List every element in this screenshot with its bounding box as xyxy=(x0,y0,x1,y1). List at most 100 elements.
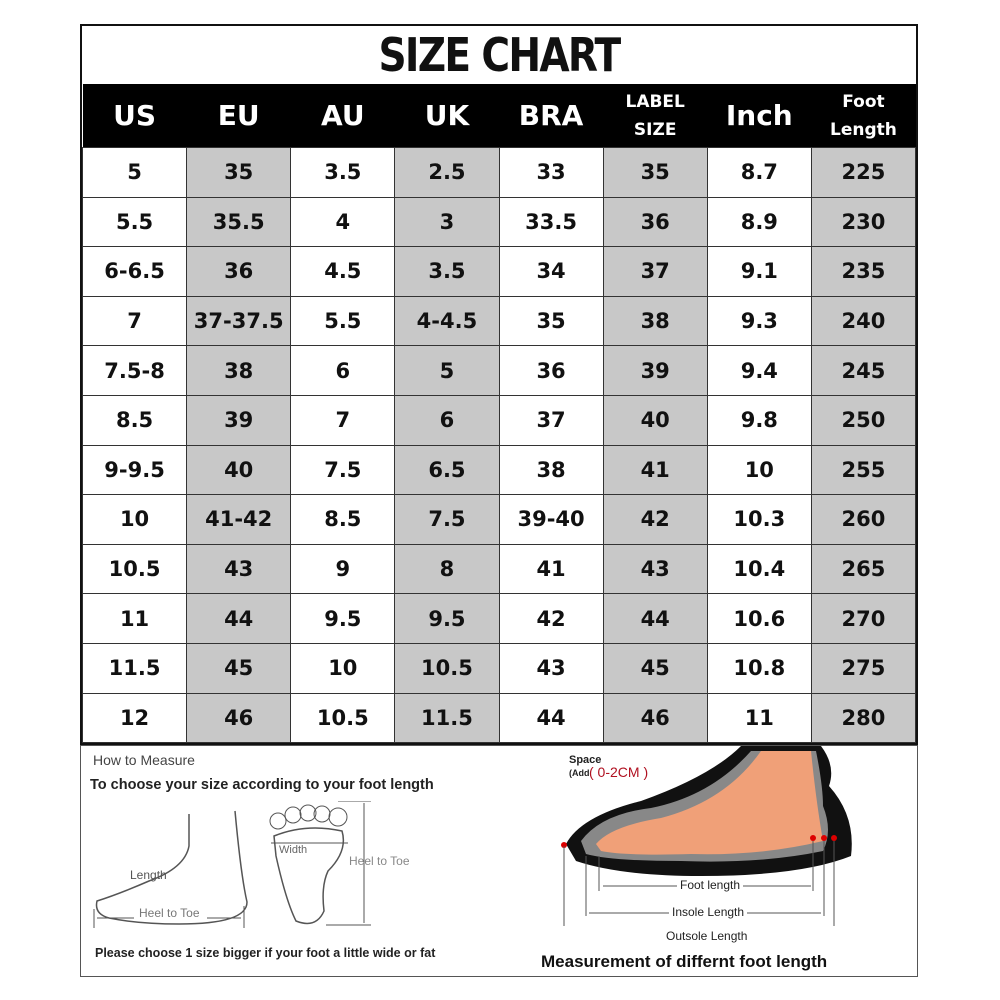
table-cell: 8 xyxy=(394,543,500,595)
column-header-line: Length xyxy=(830,119,897,140)
length-label: Length xyxy=(130,868,167,882)
table-cell: 6 xyxy=(290,345,396,396)
table-row: 11 44 9.5 9.5 42 44 10.6 270 xyxy=(81,593,917,644)
table-cell: 44 xyxy=(498,692,604,744)
table-cell: 225 xyxy=(810,147,917,198)
table-cell: 43 xyxy=(602,543,708,595)
table-cell: 10.5 xyxy=(394,642,500,694)
table-cell: 11.5 xyxy=(394,692,500,744)
table-cell: 8.7 xyxy=(706,147,812,198)
table-cell: 33.5 xyxy=(498,196,604,248)
table-cell: 41 xyxy=(602,444,708,496)
table-cell: 235 xyxy=(810,246,917,297)
table-cell: 275 xyxy=(810,642,917,694)
table-cell: 9.8 xyxy=(706,394,812,446)
table-cell: 41 xyxy=(498,543,604,595)
table-cell: 6.5 xyxy=(394,444,500,496)
size-note: Please choose 1 size bigger if your foot… xyxy=(95,946,436,960)
heel-to-toe-label-2: Heel to Toe xyxy=(349,854,410,868)
table-cell: 10 xyxy=(290,642,396,694)
table-cell: 3 xyxy=(394,196,500,248)
table-cell: 270 xyxy=(810,593,917,644)
table-cell: 40 xyxy=(186,444,292,496)
table-cell: 5.5 xyxy=(290,295,396,347)
sole-foot-illustration xyxy=(269,801,371,926)
table-cell: 6-6.5 xyxy=(81,246,188,297)
table-cell: 43 xyxy=(498,642,604,694)
table-cell: 37 xyxy=(602,246,708,297)
outsole-length-label: Outsole Length xyxy=(663,929,751,943)
table-cell: 38 xyxy=(498,444,604,496)
column-header: BRA xyxy=(499,84,604,148)
chart-title: SIZE CHART xyxy=(378,28,621,82)
table-cell: 5 xyxy=(81,147,188,198)
table-cell: 255 xyxy=(810,444,917,496)
table-cell: 7.5 xyxy=(394,494,500,545)
table-cell: 45 xyxy=(186,642,292,694)
table-cell: 250 xyxy=(810,394,917,446)
table-cell: 36 xyxy=(186,246,292,297)
table-cell: 33 xyxy=(498,147,604,198)
table-row: 9-9.5 40 7.5 6.5 38 41 10 255 xyxy=(81,444,917,496)
table-cell: 45 xyxy=(602,642,708,694)
table-cell: 38 xyxy=(602,295,708,347)
column-header-line: LABEL xyxy=(625,91,685,112)
table-cell: 46 xyxy=(186,692,292,744)
table-row: 6-6.5 36 4.5 3.5 34 37 9.1 235 xyxy=(81,246,917,297)
table-cell: 10.5 xyxy=(81,543,188,595)
column-header: US xyxy=(82,84,187,148)
table-cell: 10.8 xyxy=(706,642,812,694)
table-row: 5 35 3.5 2.5 33 35 8.7 225 xyxy=(81,147,917,198)
table-row: 11.5 45 10 10.5 43 45 10.8 275 xyxy=(81,642,917,694)
table-cell: 230 xyxy=(810,196,917,248)
table-cell: 42 xyxy=(602,494,708,545)
column-header: AU xyxy=(290,84,395,148)
table-cell: 10 xyxy=(81,494,188,545)
table-cell: 5 xyxy=(394,345,500,396)
table-cell: 35 xyxy=(602,147,708,198)
how-to-measure-panel: How to Measure To choose your size accor… xyxy=(80,745,918,977)
table-cell: 43 xyxy=(186,543,292,595)
table-cell: 10.6 xyxy=(706,593,812,644)
table-cell: 37-37.5 xyxy=(186,295,292,347)
table-cell: 260 xyxy=(810,494,917,545)
table-row: 10 41-42 8.5 7.5 39-40 42 10.3 260 xyxy=(81,494,917,545)
table-cell: 11 xyxy=(81,593,188,644)
table-cell: 11.5 xyxy=(81,642,188,694)
table-cell: 42 xyxy=(498,593,604,644)
column-header: LABEL SIZE xyxy=(603,84,708,148)
table-cell: 7 xyxy=(290,394,396,446)
table-cell: 8.5 xyxy=(290,494,396,545)
add-label: (Add xyxy=(569,768,590,778)
table-cell: 41-42 xyxy=(186,494,292,545)
table-cell: 7 xyxy=(81,295,188,347)
width-label: Width xyxy=(279,844,308,856)
table-row: 8.5 39 7 6 37 40 9.8 250 xyxy=(81,394,917,446)
table-cell: 7.5-8 xyxy=(81,345,188,396)
table-cell: 3.5 xyxy=(394,246,500,297)
table-cell: 245 xyxy=(810,345,917,396)
table-cell: 3.5 xyxy=(290,147,396,198)
table-cell: 12 xyxy=(81,692,188,744)
table-cell: 2.5 xyxy=(394,147,500,198)
measure-subtitle: To choose your size according to your fo… xyxy=(90,777,434,793)
table-cell: 240 xyxy=(810,295,917,347)
table-cell: 38 xyxy=(186,345,292,396)
column-header: Foot Length xyxy=(811,84,916,148)
table-cell: 9.3 xyxy=(706,295,812,347)
table-cell: 5.5 xyxy=(81,196,188,248)
column-header-line: SIZE xyxy=(633,119,677,140)
table-cell: 8.9 xyxy=(706,196,812,248)
column-header-line: Foot xyxy=(842,91,885,112)
table-row: 5.5 35.5 4 3 33.5 36 8.9 230 xyxy=(81,196,917,248)
table-row: 12 46 10.5 11.5 44 46 11 280 xyxy=(81,692,917,744)
table-cell: 10.4 xyxy=(706,543,812,595)
table-cell: 44 xyxy=(186,593,292,644)
table-cell: 9.1 xyxy=(706,246,812,297)
heel-to-toe-label: Heel to Toe xyxy=(139,906,200,920)
insole-length-label: Insole Length xyxy=(669,905,748,919)
column-header: UK xyxy=(394,84,499,148)
table-cell: 4-4.5 xyxy=(394,295,500,347)
size-table: US EU AU UK BRA LABEL SIZE Inch Foot Length 5 35 3.… xyxy=(81,84,917,744)
table-cell: 9-9.5 xyxy=(81,444,188,496)
